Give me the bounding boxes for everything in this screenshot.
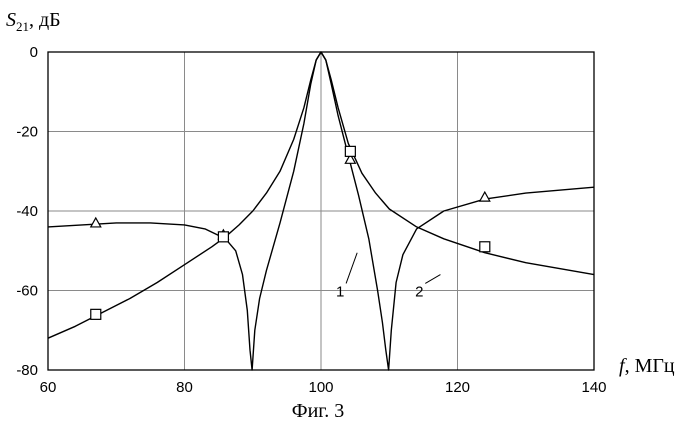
x-tick-label: 80 bbox=[176, 379, 193, 396]
x-tick-label: 120 bbox=[445, 379, 470, 396]
tick-labels: 60 80 100 120 140 0 -20 -40 -60 -80 bbox=[16, 44, 606, 396]
square-marker bbox=[345, 146, 355, 156]
y-axis-label: S21, дБ bbox=[6, 9, 61, 34]
x-tick-label: 60 bbox=[40, 379, 57, 396]
y-axis-symbol: S bbox=[6, 9, 16, 31]
y-axis-unit: , дБ bbox=[29, 9, 61, 31]
triangle-marker bbox=[91, 218, 101, 227]
figure-caption: Фиг. 3 bbox=[292, 400, 344, 422]
callout-leader bbox=[425, 275, 440, 284]
x-tick-label: 140 bbox=[581, 379, 606, 396]
y-tick-label: -20 bbox=[16, 124, 38, 141]
y-tick-label: 0 bbox=[30, 44, 38, 61]
y-tick-label: -60 bbox=[16, 283, 38, 300]
square-marker bbox=[218, 232, 228, 242]
y-tick-label: -80 bbox=[16, 362, 38, 379]
square-marker bbox=[91, 309, 101, 319]
x-axis-label: f, МГц bbox=[619, 355, 675, 377]
triangle-marker bbox=[480, 192, 490, 201]
y-axis-subscript: 21 bbox=[16, 19, 29, 34]
square-marker bbox=[480, 242, 490, 252]
curve-callouts: 12 bbox=[336, 253, 440, 301]
callout-label: 2 bbox=[415, 283, 423, 300]
x-axis-unit: , МГц bbox=[625, 355, 675, 377]
callout-leader bbox=[346, 253, 357, 284]
y-tick-label: -40 bbox=[16, 203, 38, 220]
grid-lines bbox=[48, 52, 594, 370]
x-tick-label: 100 bbox=[308, 379, 333, 396]
callout-label: 1 bbox=[336, 283, 344, 300]
